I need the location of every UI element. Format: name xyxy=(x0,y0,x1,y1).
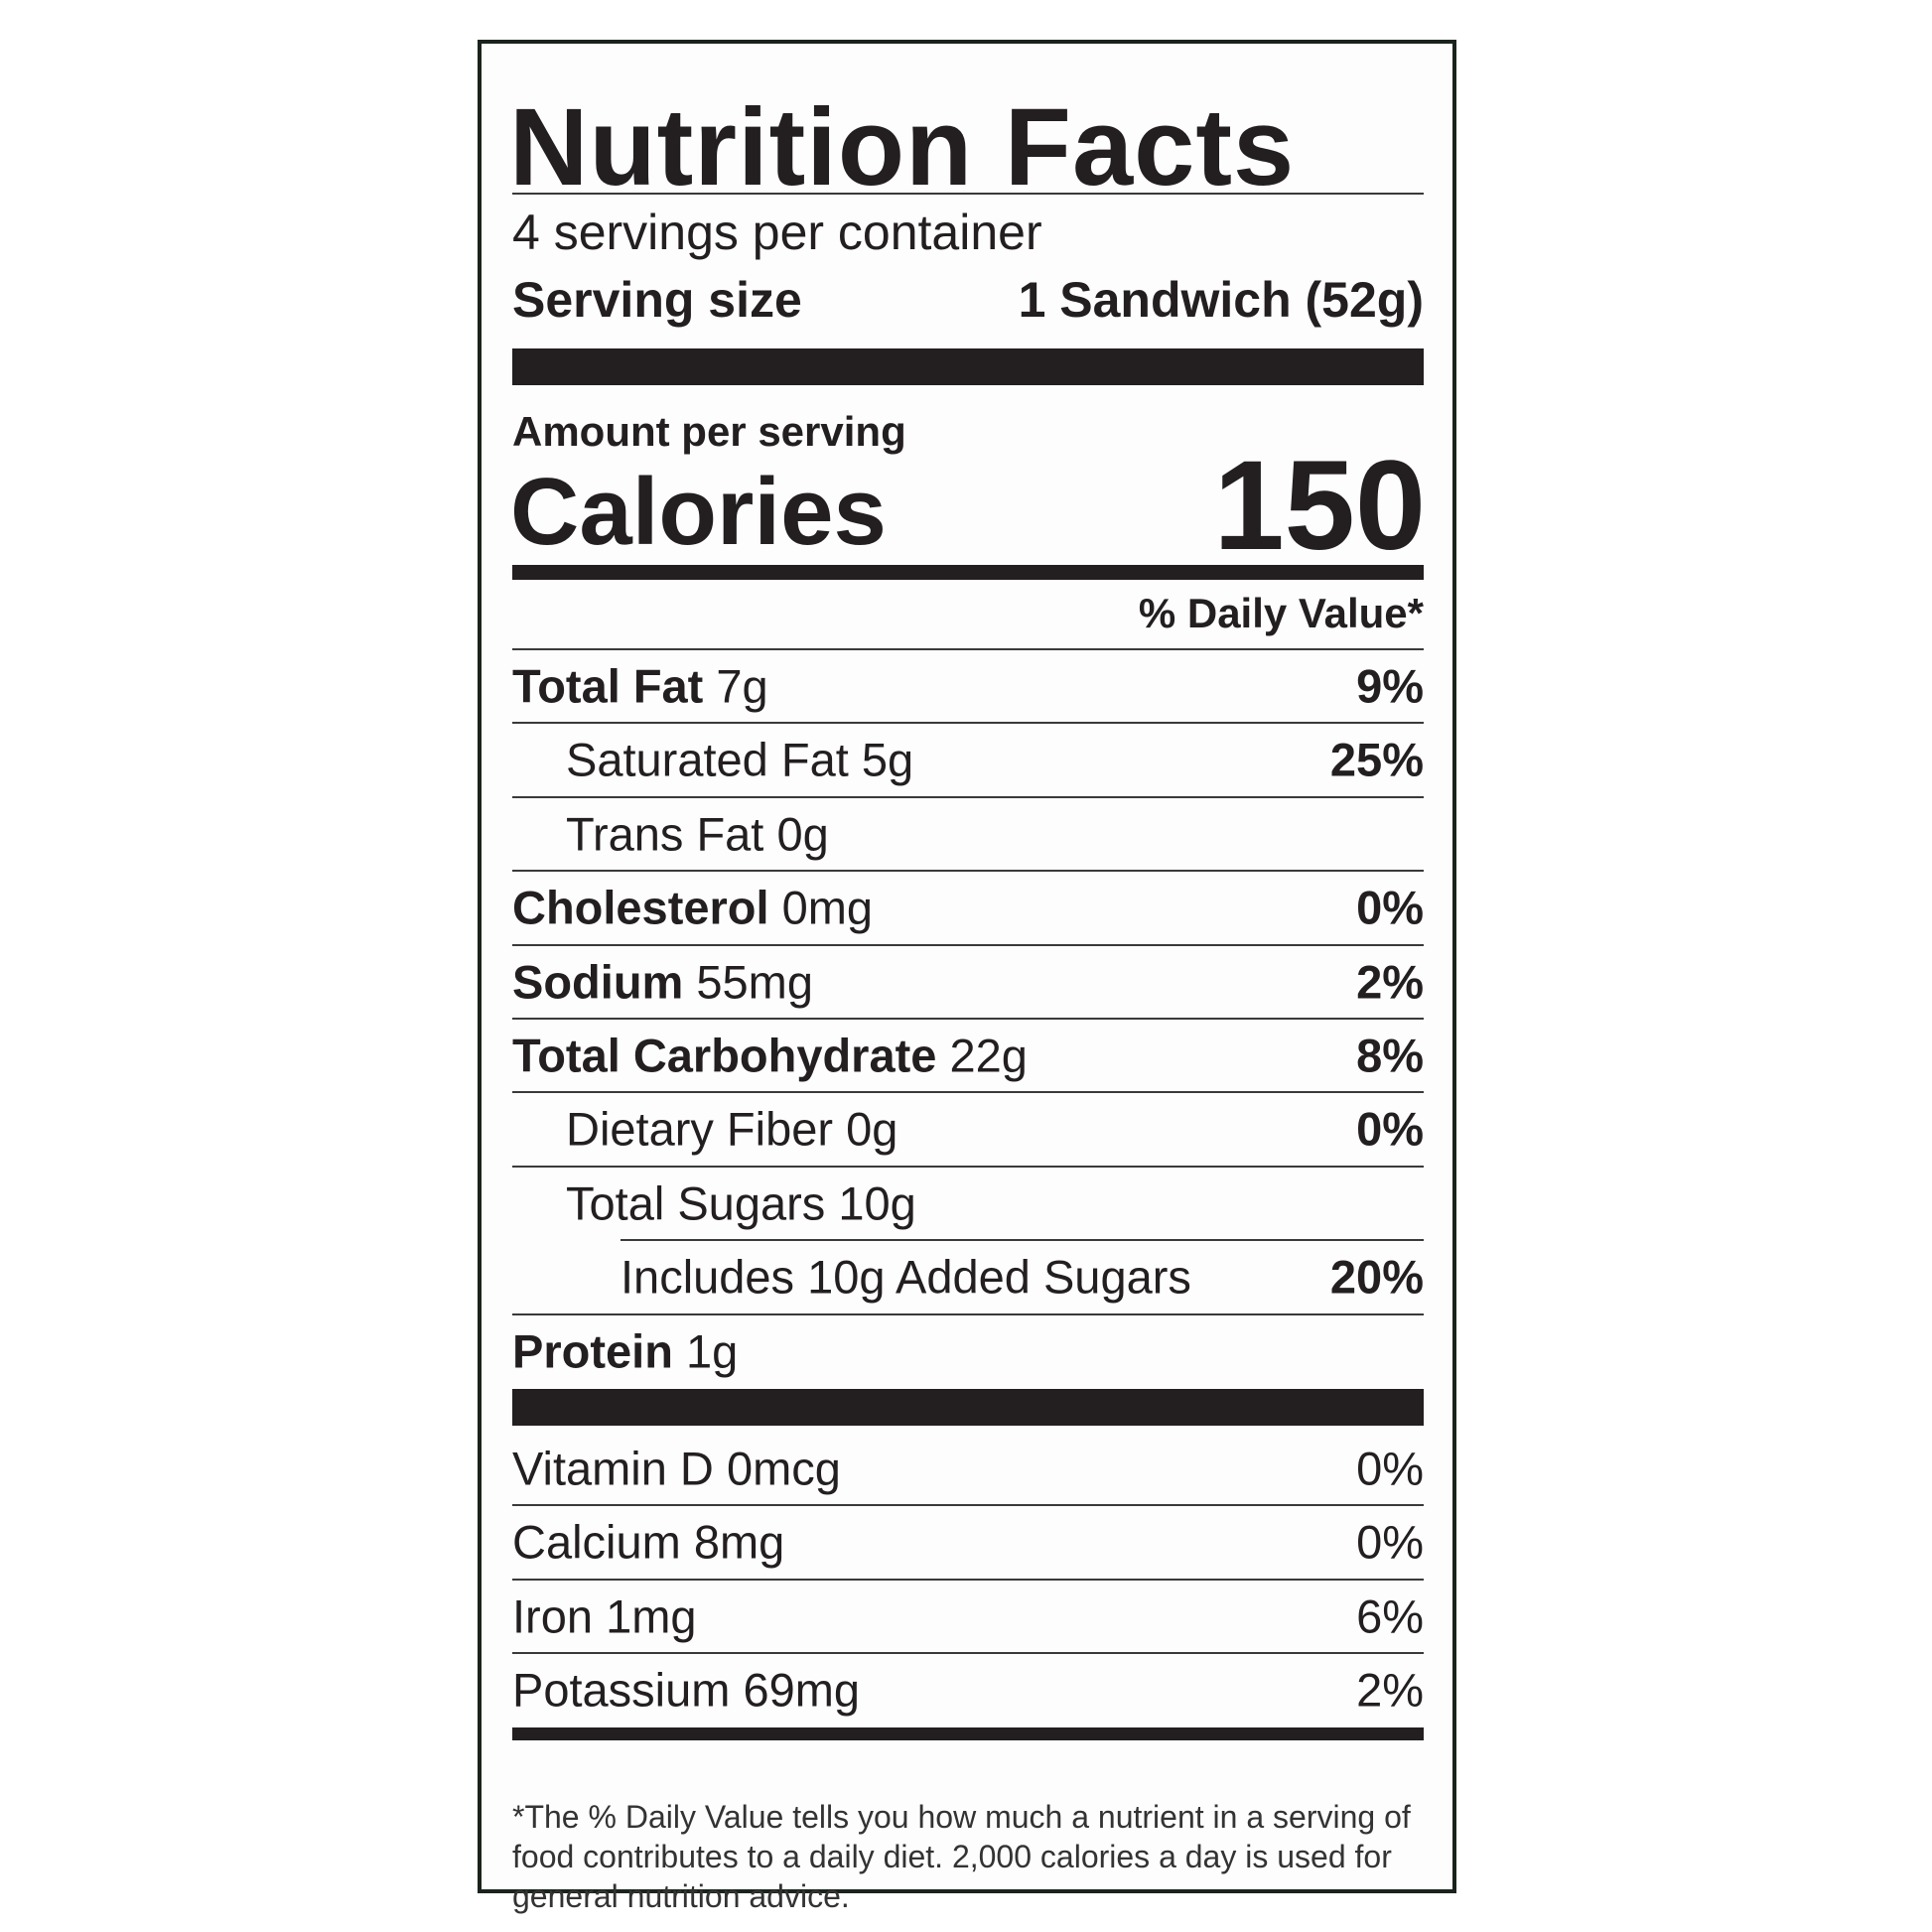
nutrient-label: Protein xyxy=(512,1324,673,1378)
vitamin-label: Calcium xyxy=(512,1515,681,1569)
nutrient-label: Includes 10g Added Sugars xyxy=(621,1250,1191,1304)
nutrient-label: Total Fat xyxy=(512,659,704,713)
nutrient-label: Trans Fat xyxy=(566,807,764,861)
divider xyxy=(512,193,1424,195)
vitamin-amount: 69mg xyxy=(743,1663,861,1717)
nutrient-name: Protein 1g xyxy=(512,1323,738,1378)
vitamin-label: Potassium xyxy=(512,1663,731,1717)
nutrient-amount: 1g xyxy=(685,1324,739,1378)
nutrient-name: Trans Fat 0g xyxy=(566,806,829,861)
vitamin-name: Calcium 8mg xyxy=(512,1515,784,1570)
nutrient-amount: 22g xyxy=(949,1029,1028,1082)
nutrient-row: Total Carbohydrate 22g 8% xyxy=(512,1019,1424,1092)
divider xyxy=(512,1504,1424,1507)
vitamin-row: Iron 1mg 6% xyxy=(512,1580,1424,1653)
nutrient-row: Includes 10g Added Sugars 20% xyxy=(512,1240,1424,1313)
divider xyxy=(512,648,1424,650)
divider xyxy=(621,1239,1424,1242)
vitamin-amount: 1mg xyxy=(606,1589,697,1643)
vitamin-label: Vitamin D xyxy=(512,1442,714,1495)
amount-per-serving: Amount per serving xyxy=(512,408,906,455)
nutrient-label: Dietary Fiber xyxy=(566,1102,834,1156)
nutrient-name: Saturated Fat 5g xyxy=(566,733,913,787)
nutrient-label: Cholesterol xyxy=(512,881,769,934)
nutrient-label: Total Carbohydrate xyxy=(512,1029,937,1082)
vitamin-label: Iron xyxy=(512,1589,593,1643)
divider xyxy=(512,1018,1424,1020)
divider xyxy=(512,1091,1424,1094)
label-title: Nutrition Facts xyxy=(509,86,1296,208)
divider xyxy=(512,943,1424,946)
nutrient-daily-value: 8% xyxy=(1356,1029,1424,1082)
divider xyxy=(512,722,1424,725)
vitamin-name: Iron 1mg xyxy=(512,1588,697,1643)
divider xyxy=(512,870,1424,873)
thick-divider xyxy=(512,348,1424,385)
nutrition-facts-label: Nutrition Facts 4 servings per container… xyxy=(478,40,1456,1914)
nutrient-label: Total Sugars xyxy=(566,1176,826,1230)
vitamin-daily-value: 0% xyxy=(1356,1442,1424,1495)
nutrient-row: Total Fat 7g 9% xyxy=(512,649,1424,723)
nutrient-daily-value: 2% xyxy=(1356,955,1424,1009)
thick-divider xyxy=(512,1389,1424,1426)
divider xyxy=(512,1652,1424,1655)
nutrient-label: Sodium xyxy=(512,955,684,1009)
nutrient-row: Cholesterol 0mg 0% xyxy=(512,871,1424,944)
nutrient-name: Includes 10g Added Sugars xyxy=(621,1250,1191,1305)
vitamin-name: Vitamin D 0mcg xyxy=(512,1442,841,1496)
nutrient-daily-value: 9% xyxy=(1356,659,1424,713)
nutrient-amount: 0g xyxy=(776,807,829,861)
divider xyxy=(512,1312,1424,1315)
nutrient-row: Saturated Fat 5g 25% xyxy=(512,723,1424,796)
nutrient-amount: 55mg xyxy=(696,955,813,1009)
nutrient-daily-value: 25% xyxy=(1329,733,1424,786)
vitamin-row: Calcium 8mg 0% xyxy=(512,1505,1424,1579)
vitamin-daily-value: 0% xyxy=(1356,1515,1424,1569)
nutrient-daily-value: 0% xyxy=(1356,1102,1424,1156)
nutrient-name: Total Fat 7g xyxy=(512,659,768,714)
nutrient-amount: 10g xyxy=(838,1176,916,1230)
nutrient-label: Saturated Fat xyxy=(566,733,849,786)
nutrient-amount: 0g xyxy=(846,1102,898,1156)
vitamin-row: Vitamin D 0mcg 0% xyxy=(512,1432,1424,1505)
nutrient-name: Dietary Fiber 0g xyxy=(566,1102,897,1157)
vitamin-daily-value: 6% xyxy=(1356,1589,1424,1643)
calories-value: 150 xyxy=(1213,435,1426,577)
serving-size-label: Serving size xyxy=(512,272,802,328)
calories-label: Calories xyxy=(510,459,887,565)
nutrient-row: Total Sugars 10g xyxy=(512,1167,1424,1240)
nutrient-name: Total Sugars 10g xyxy=(566,1175,916,1230)
nutrient-daily-value: 20% xyxy=(1329,1250,1424,1304)
vitamin-daily-value: 2% xyxy=(1356,1663,1424,1717)
divider xyxy=(512,1165,1424,1168)
nutrient-amount: 0mg xyxy=(781,881,874,934)
servings-per-container: 4 servings per container xyxy=(512,205,1042,260)
nutrient-row: Protein 1g xyxy=(512,1314,1424,1388)
medium-divider xyxy=(512,565,1424,580)
vitamin-name: Potassium 69mg xyxy=(512,1663,860,1718)
medium-divider xyxy=(512,1727,1424,1740)
footnote: *The % Daily Value tells you how much a … xyxy=(512,1799,1411,1914)
vitamin-row: Potassium 69mg 2% xyxy=(512,1653,1424,1726)
nutrient-amount: 5g xyxy=(861,733,914,786)
nutrient-name: Sodium 55mg xyxy=(512,954,813,1009)
nutrient-row: Dietary Fiber 0g 0% xyxy=(512,1092,1424,1166)
nutrient-daily-value: 0% xyxy=(1356,881,1424,934)
nutrient-row: Sodium 55mg 2% xyxy=(512,945,1424,1019)
divider xyxy=(512,1578,1424,1581)
nutrient-name: Cholesterol 0mg xyxy=(512,881,873,935)
nutrient-name: Total Carbohydrate 22g xyxy=(512,1029,1028,1083)
serving-size-value: 1 Sandwich (52g) xyxy=(1018,272,1424,328)
nutrient-amount: 7g xyxy=(716,659,768,713)
divider xyxy=(512,795,1424,798)
vitamin-amount: 8mg xyxy=(693,1515,785,1569)
nutrient-row: Trans Fat 0g xyxy=(512,797,1424,871)
vitamin-amount: 0mcg xyxy=(726,1442,841,1495)
daily-value-header: % Daily Value* xyxy=(1138,590,1424,636)
